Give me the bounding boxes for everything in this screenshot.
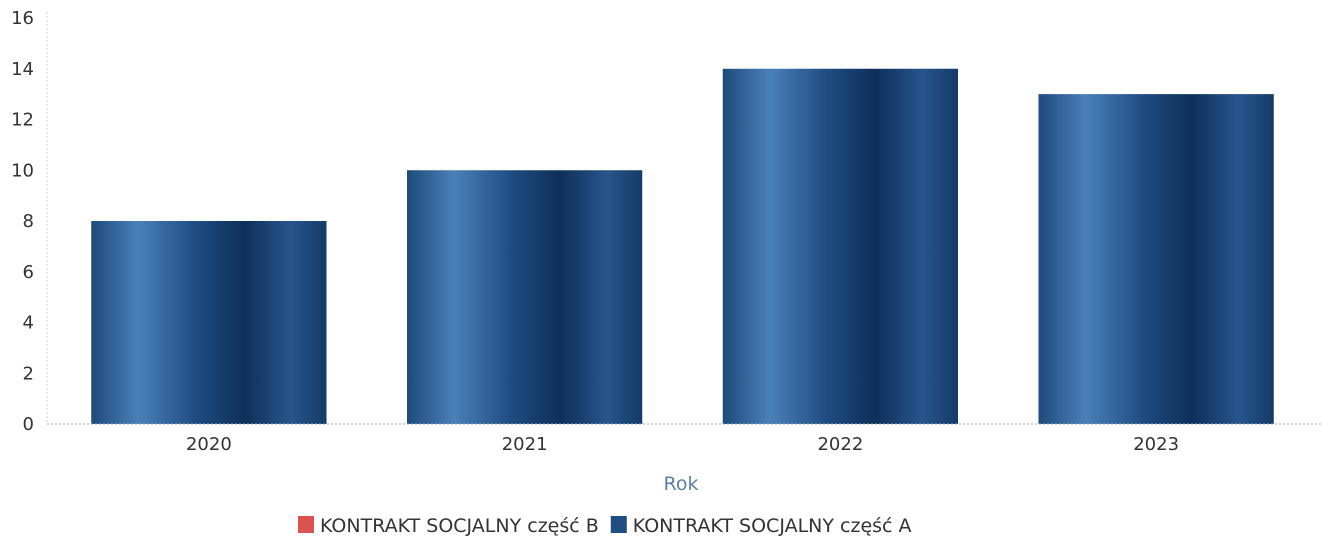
- x-tick-label: 2023: [1133, 434, 1179, 455]
- y-tick-label: 4: [23, 313, 34, 334]
- x-axis-title: Rok: [664, 473, 699, 495]
- bars-group: [91, 68, 1274, 424]
- legend-swatch-1: [610, 516, 627, 533]
- legend-label-0: KONTRAKT SOCJALNY część B: [320, 515, 599, 537]
- x-axis: 2020 2021 2022 2023: [47, 423, 1322, 455]
- y-tick-label: 10: [11, 160, 34, 181]
- y-tick-label: 12: [11, 110, 34, 131]
- bar-2020: [91, 221, 327, 424]
- y-tick-label: 14: [11, 59, 34, 80]
- y-tick-label: 0: [23, 414, 34, 435]
- y-tick-label: 8: [23, 211, 34, 232]
- legend: KONTRAKT SOCJALNY część B KONTRAKT SOCJAL…: [298, 515, 912, 537]
- bar-2022: [722, 68, 958, 424]
- x-tick-label: 2020: [186, 434, 232, 455]
- x-tick-label: 2021: [502, 434, 548, 455]
- bar-2021: [407, 170, 643, 424]
- bar-2023: [1038, 94, 1274, 424]
- y-tick-label: 2: [23, 363, 34, 384]
- y-tick-label: 6: [23, 262, 34, 283]
- y-tick-label: 16: [11, 8, 34, 29]
- legend-label-1: KONTRAKT SOCJALNY część A: [633, 515, 912, 537]
- y-axis: 0 2 4 6 8 10 12 14 16: [11, 8, 48, 435]
- legend-swatch-0: [298, 516, 314, 533]
- x-tick-label: 2022: [817, 434, 863, 455]
